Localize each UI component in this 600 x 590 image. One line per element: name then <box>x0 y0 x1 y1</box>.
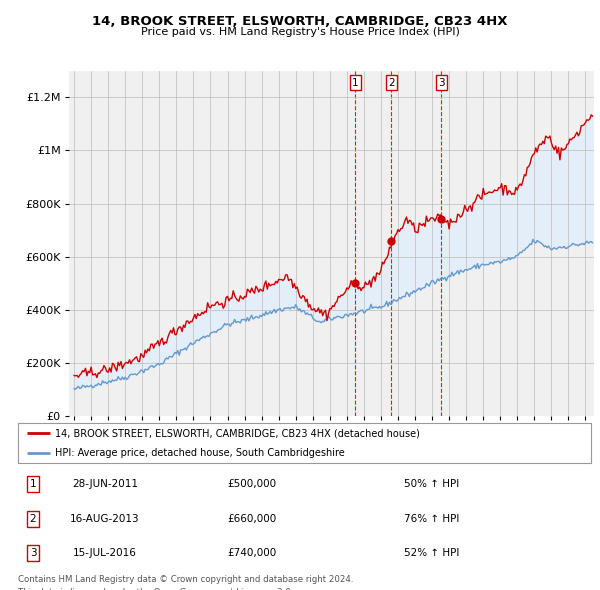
Text: 3: 3 <box>29 548 37 558</box>
Text: 14, BROOK STREET, ELSWORTH, CAMBRIDGE, CB23 4HX: 14, BROOK STREET, ELSWORTH, CAMBRIDGE, C… <box>92 15 508 28</box>
Text: 2: 2 <box>388 78 395 88</box>
Text: £500,000: £500,000 <box>227 480 277 489</box>
Text: 14, BROOK STREET, ELSWORTH, CAMBRIDGE, CB23 4HX (detached house): 14, BROOK STREET, ELSWORTH, CAMBRIDGE, C… <box>55 428 420 438</box>
Text: 1: 1 <box>352 78 359 88</box>
Text: HPI: Average price, detached house, South Cambridgeshire: HPI: Average price, detached house, Sout… <box>55 448 345 458</box>
Text: 52% ↑ HPI: 52% ↑ HPI <box>404 548 460 558</box>
Text: £660,000: £660,000 <box>227 514 277 523</box>
Text: 76% ↑ HPI: 76% ↑ HPI <box>404 514 460 523</box>
Text: 15-JUL-2016: 15-JUL-2016 <box>73 548 137 558</box>
Text: 1: 1 <box>29 480 37 489</box>
Text: Price paid vs. HM Land Registry's House Price Index (HPI): Price paid vs. HM Land Registry's House … <box>140 27 460 37</box>
Text: £740,000: £740,000 <box>227 548 277 558</box>
Text: 50% ↑ HPI: 50% ↑ HPI <box>404 480 460 489</box>
Text: 2: 2 <box>29 514 37 523</box>
Text: 3: 3 <box>438 78 445 88</box>
Text: This data is licensed under the Open Government Licence v3.0.: This data is licensed under the Open Gov… <box>18 588 293 590</box>
Text: Contains HM Land Registry data © Crown copyright and database right 2024.: Contains HM Land Registry data © Crown c… <box>18 575 353 584</box>
Text: 16-AUG-2013: 16-AUG-2013 <box>70 514 140 523</box>
Text: 28-JUN-2011: 28-JUN-2011 <box>72 480 138 489</box>
